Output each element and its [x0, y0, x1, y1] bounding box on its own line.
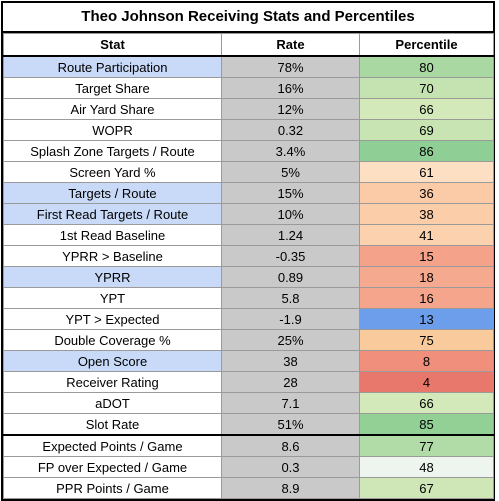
stats-rows: Route Participation 78% 80 Target Share 16% 7…	[3, 55, 494, 499]
header-row: Stat Rate Percentile	[3, 33, 494, 57]
rate-cell: 28	[221, 371, 360, 393]
rate-cell: 8.9	[221, 477, 360, 499]
rate-cell: 78%	[221, 55, 360, 78]
table-row: First Read Targets / Route 10% 38	[3, 203, 494, 225]
table-row: Receiver Rating 28 4	[3, 371, 494, 393]
stat-cell: Open Score	[3, 350, 222, 372]
percentile-cell: 18	[359, 266, 494, 288]
percentile-cell: 75	[359, 329, 494, 351]
percentile-cell: 66	[359, 98, 494, 120]
table-row: 1st Read Baseline 1.24 41	[3, 224, 494, 246]
rate-cell: 12%	[221, 98, 360, 120]
stat-cell: Slot Rate	[3, 413, 222, 436]
rate-cell: 10%	[221, 203, 360, 225]
table-row: Screen Yard % 5% 61	[3, 161, 494, 183]
table-row: FP over Expected / Game 0.3 48	[3, 456, 494, 478]
percentile-cell: 4	[359, 371, 494, 393]
table-row: WOPR 0.32 69	[3, 119, 494, 141]
percentile-cell: 70	[359, 77, 494, 99]
percentile-cell: 86	[359, 140, 494, 162]
stat-cell: Air Yard Share	[3, 98, 222, 120]
percentile-cell: 36	[359, 182, 494, 204]
table-row: Slot Rate 51% 85	[3, 413, 494, 436]
percentile-cell: 8	[359, 350, 494, 372]
stat-cell: Expected Points / Game	[3, 434, 222, 457]
rate-cell: 1.24	[221, 224, 360, 246]
percentile-cell: 16	[359, 287, 494, 309]
stats-table: Stat Rate Percentile Route Participation…	[3, 33, 494, 499]
stat-cell: Screen Yard %	[3, 161, 222, 183]
table-row: YPRR > Baseline -0.35 15	[3, 245, 494, 267]
rate-cell: 5%	[221, 161, 360, 183]
table-row: Open Score 38 8	[3, 350, 494, 372]
stat-cell: YPRR > Baseline	[3, 245, 222, 267]
table-row: PPR Points / Game 8.9 67	[3, 477, 494, 499]
header-percentile: Percentile	[359, 33, 494, 57]
rate-cell: 0.32	[221, 119, 360, 141]
rate-cell: 25%	[221, 329, 360, 351]
header-rate: Rate	[221, 33, 360, 57]
table-row: aDOT 7.1 66	[3, 392, 494, 414]
rate-cell: 16%	[221, 77, 360, 99]
stat-cell: Splash Zone Targets / Route	[3, 140, 222, 162]
table-row: Air Yard Share 12% 66	[3, 98, 494, 120]
table-row: Splash Zone Targets / Route 3.4% 86	[3, 140, 494, 162]
table-row: YPRR 0.89 18	[3, 266, 494, 288]
percentile-cell: 48	[359, 456, 494, 478]
percentile-cell: 38	[359, 203, 494, 225]
sheet-title: Theo Johnson Receiving Stats and Percent…	[3, 3, 493, 33]
stat-cell: YPT	[3, 287, 222, 309]
stat-cell: FP over Expected / Game	[3, 456, 222, 478]
rate-cell: 51%	[221, 413, 360, 436]
table-row: Expected Points / Game 8.6 77	[3, 434, 494, 457]
stat-cell: WOPR	[3, 119, 222, 141]
stat-cell: 1st Read Baseline	[3, 224, 222, 246]
stat-cell: Target Share	[3, 77, 222, 99]
table-row: Route Participation 78% 80	[3, 55, 494, 78]
rate-cell: 3.4%	[221, 140, 360, 162]
stat-cell: Route Participation	[3, 55, 222, 78]
stat-cell: Targets / Route	[3, 182, 222, 204]
percentile-cell: 80	[359, 55, 494, 78]
table-row: YPT > Expected -1.9 13	[3, 308, 494, 330]
percentile-cell: 69	[359, 119, 494, 141]
percentile-cell: 61	[359, 161, 494, 183]
table-row: Targets / Route 15% 36	[3, 182, 494, 204]
percentile-cell: 41	[359, 224, 494, 246]
table-row: Double Coverage % 25% 75	[3, 329, 494, 351]
stat-cell: First Read Targets / Route	[3, 203, 222, 225]
table-row: Target Share 16% 70	[3, 77, 494, 99]
stat-cell: YPT > Expected	[3, 308, 222, 330]
rate-cell: -0.35	[221, 245, 360, 267]
stat-cell: PPR Points / Game	[3, 477, 222, 499]
percentile-cell: 67	[359, 477, 494, 499]
percentile-cell: 15	[359, 245, 494, 267]
table-row: YPT 5.8 16	[3, 287, 494, 309]
rate-cell: 0.89	[221, 266, 360, 288]
rate-cell: 7.1	[221, 392, 360, 414]
stat-cell: Double Coverage %	[3, 329, 222, 351]
rate-cell: 0.3	[221, 456, 360, 478]
rate-cell: -1.9	[221, 308, 360, 330]
stat-cell: YPRR	[3, 266, 222, 288]
percentile-cell: 66	[359, 392, 494, 414]
percentile-cell: 13	[359, 308, 494, 330]
rate-cell: 15%	[221, 182, 360, 204]
rate-cell: 5.8	[221, 287, 360, 309]
header-stat: Stat	[3, 33, 222, 57]
percentile-cell: 85	[359, 413, 494, 436]
stat-cell: Receiver Rating	[3, 371, 222, 393]
rate-cell: 8.6	[221, 434, 360, 457]
rate-cell: 38	[221, 350, 360, 372]
percentile-cell: 77	[359, 434, 494, 457]
stat-cell: aDOT	[3, 392, 222, 414]
